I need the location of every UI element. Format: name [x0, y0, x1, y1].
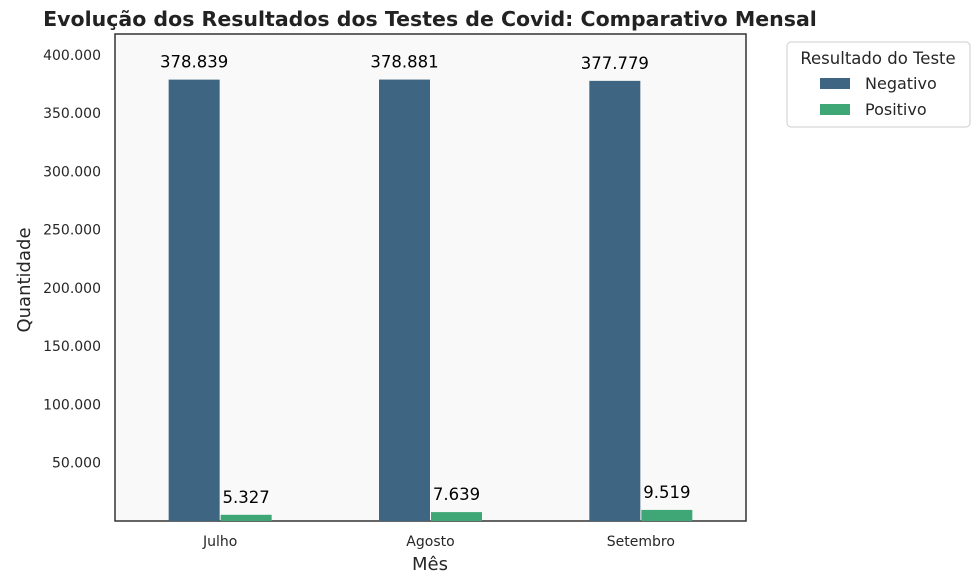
y-tick-label: 150.000 [43, 339, 101, 355]
bar-positivo-julho [220, 514, 272, 521]
legend-swatch-positivo [820, 104, 850, 115]
bar-label-positivo-setembro: 9.519 [643, 483, 690, 502]
bar-negativo-agosto [379, 79, 430, 521]
bar-negativo-setembro [589, 80, 641, 521]
y-tick-label: 250.000 [43, 223, 101, 239]
legend: Resultado do Teste Negativo Positivo [786, 41, 971, 128]
y-tick-label: 350.000 [43, 106, 101, 122]
y-tick-label: 50.000 [52, 456, 101, 472]
plot-area [114, 33, 747, 522]
bar-label-positivo-julho: 5.327 [223, 488, 270, 507]
y-axis-label: Quantidade [14, 227, 35, 332]
y-tick-label: 100.000 [43, 397, 101, 413]
chart-title: Evolução dos Resultados dos Testes de Co… [43, 7, 817, 31]
x-axis-label: Mês [412, 554, 448, 575]
legend-swatch-negativo [820, 78, 850, 89]
x-tick-label-julho: Julho [202, 534, 237, 550]
bar-negativo-julho [168, 79, 220, 522]
y-tick-label: 300.000 [43, 164, 101, 180]
y-tick-label: 400.000 [43, 48, 101, 64]
legend-items: Negativo Positivo [820, 74, 937, 119]
legend-title: Resultado do Teste [800, 49, 955, 68]
bar-label-negativo-agosto: 378.881 [370, 53, 438, 72]
bar-label-negativo-julho: 378.839 [160, 53, 228, 72]
legend-label-negativo: Negativo [865, 74, 937, 93]
bar-labels-group: 378.839 378.881 377.779 5.327 7.639 9.519 [160, 53, 690, 507]
y-tick-label: 200.000 [43, 281, 101, 297]
bars-group [168, 79, 693, 522]
y-axis-ticks: 50.000 100.000 150.000 200.000 250.000 300.00… [43, 48, 101, 472]
x-tick-label-agosto: Agosto [406, 534, 454, 550]
bar-positivo-agosto [431, 512, 482, 521]
bar-label-negativo-setembro: 377.779 [581, 54, 649, 73]
legend-label-positivo: Positivo [865, 100, 927, 119]
bar-label-positivo-agosto: 7.639 [433, 485, 480, 504]
bar-positivo-setembro [641, 509, 693, 521]
x-tick-label-setembro: Setembro [607, 534, 675, 550]
x-axis-ticks: Julho Agosto Setembro [202, 534, 675, 550]
